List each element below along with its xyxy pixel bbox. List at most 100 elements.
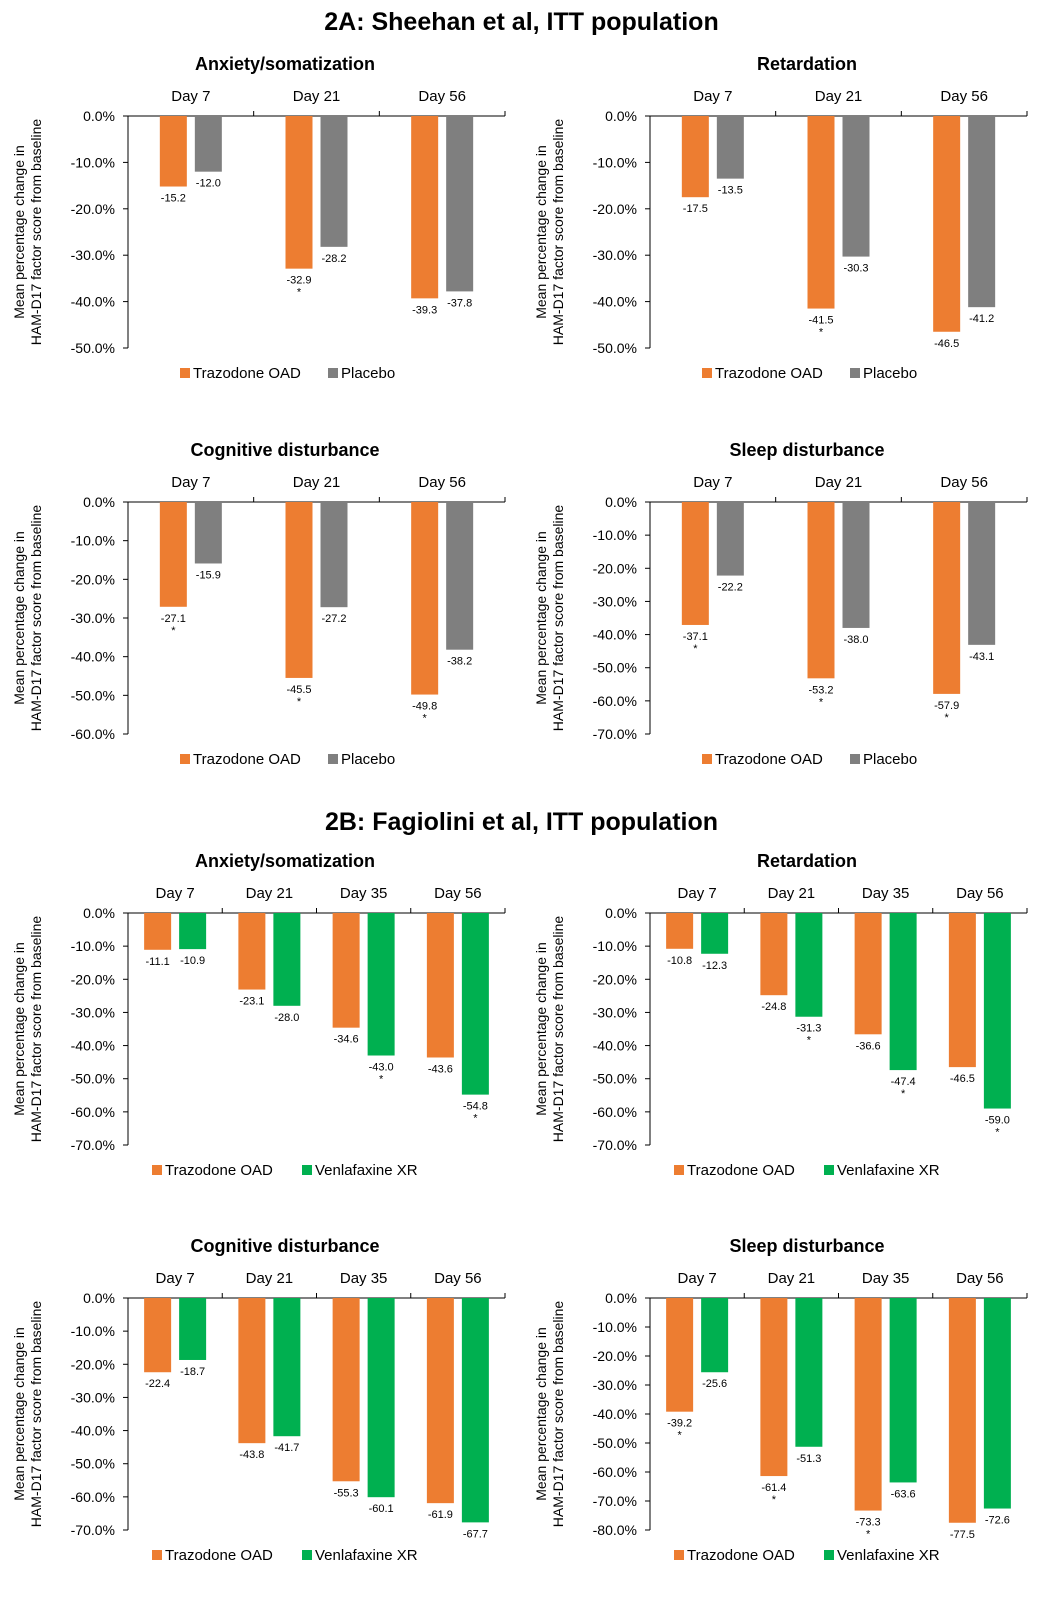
bar-venlafaxine-xr (983, 913, 1011, 1109)
legend-label: Venlafaxine XR (837, 1547, 940, 1564)
bar-trazodone-oad (760, 1298, 788, 1477)
significance-marker: * (473, 1113, 478, 1125)
significance-marker: * (423, 713, 428, 725)
chart-2b-sleep-disturbance: Sleep disturbance Mean percentage change … (522, 1230, 1037, 1600)
data-label: -72.6 (985, 1515, 1010, 1527)
y-tick-label: -20.0% (71, 971, 115, 987)
y-tick-label: -20.0% (593, 560, 637, 576)
y-tick-label: -50.0% (71, 1456, 115, 1472)
legend-swatch-venlafaxine-xr (302, 1165, 312, 1175)
category-label: Day 21 (768, 1270, 816, 1287)
y-tick-label: -30.0% (593, 593, 637, 609)
data-label: -46.5 (934, 338, 959, 350)
y-tick-label: -10.0% (593, 938, 637, 954)
y-axis-label-line-2: HAM-D17 factor score from baseline (28, 1301, 44, 1528)
legend-label: Venlafaxine XR (315, 1162, 418, 1179)
bar-venlafaxine-xr (461, 1298, 489, 1523)
y-tick-label: -30.0% (593, 247, 637, 263)
chart-title: Sleep disturbance (729, 440, 884, 460)
category-label: Day 35 (862, 1270, 910, 1287)
y-tick-label: -30.0% (71, 1004, 115, 1020)
y-tick-label: -40.0% (593, 294, 637, 310)
y-axis-label-line-1: Mean percentage change in (11, 942, 27, 1116)
data-label: -43.8 (239, 1449, 264, 1461)
bar-trazodone-oad (426, 1298, 454, 1504)
chart-svg: Cognitive disturbance Mean percentage cha… (11, 440, 506, 768)
data-label: -13.5 (718, 185, 743, 197)
significance-marker: * (677, 1430, 682, 1442)
y-tick-label: -30.0% (71, 610, 115, 626)
bar-placebo (716, 502, 744, 576)
bar-placebo (194, 116, 222, 172)
y-tick-label: 0.0% (83, 108, 115, 124)
bar-trazodone-oad (159, 502, 187, 607)
y-tick-label: -60.0% (593, 693, 637, 709)
chart-2a-sleep-disturbance: Sleep disturbance Mean percentage change … (522, 434, 1037, 804)
legend-label: Trazodone OAD (193, 751, 301, 768)
bar-trazodone-oad (681, 502, 709, 625)
chart-svg: Anxiety/somatization Mean percentage chan… (11, 54, 506, 382)
data-label: -28.0 (274, 1012, 299, 1024)
data-label: -27.1 (161, 613, 186, 625)
y-axis-label-line-2: HAM-D17 factor score from baseline (550, 505, 566, 732)
y-tick-label: -40.0% (71, 1423, 115, 1439)
y-tick-label: -60.0% (71, 1104, 115, 1120)
legend-swatch-placebo (850, 368, 860, 378)
chart-2b-cognitive-disturbance: Cognitive disturbance Mean percentage cha… (0, 1230, 515, 1600)
significance-marker: * (693, 643, 698, 655)
legend-label: Trazodone OAD (687, 1547, 795, 1564)
y-tick-label: -10.0% (71, 154, 115, 170)
y-tick-label: -50.0% (593, 660, 637, 676)
bar-trazodone-oad (948, 1298, 976, 1523)
y-tick-label: -70.0% (593, 1493, 637, 1509)
category-label: Day 7 (156, 1270, 195, 1287)
data-label: -39.2 (667, 1418, 692, 1430)
data-label: -63.6 (891, 1488, 916, 1500)
legend-swatch-trazodone-oad (180, 754, 190, 764)
chart-2b-anxiety-somatization: Anxiety/somatization Mean percentage chan… (0, 845, 515, 1215)
category-label: Day 21 (815, 88, 863, 105)
data-label: -22.2 (718, 582, 743, 594)
bar-venlafaxine-xr (273, 913, 301, 1006)
data-label: -55.3 (334, 1487, 359, 1499)
chart-title: Sleep disturbance (729, 1236, 884, 1256)
y-axis-label: Mean percentage change inHAM-D17 factor … (533, 505, 566, 732)
y-tick-label: -40.0% (71, 294, 115, 310)
data-label: -30.3 (843, 263, 868, 275)
chart-2b-retardation: Retardation Mean percentage change inHAM-… (522, 845, 1037, 1215)
legend-label: Placebo (341, 365, 395, 382)
y-axis-label-line-1: Mean percentage change in (533, 531, 549, 705)
bar-trazodone-oad (854, 913, 882, 1035)
bar-trazodone-oad (948, 913, 976, 1068)
bar-placebo (446, 502, 474, 650)
category-label: Day 35 (340, 885, 388, 902)
category-label: Day 7 (693, 88, 732, 105)
data-label: -41.7 (274, 1442, 299, 1454)
y-tick-label: -40.0% (593, 627, 637, 643)
significance-marker: * (807, 1035, 812, 1047)
legend-label: Trazodone OAD (687, 1162, 795, 1179)
chart-2a-cognitive-disturbance: Cognitive disturbance Mean percentage cha… (0, 434, 515, 804)
y-tick-label: -20.0% (71, 201, 115, 217)
legend-swatch-trazodone-oad (702, 368, 712, 378)
bar-trazodone-oad (933, 502, 961, 694)
y-axis-label-line-2: HAM-D17 factor score from baseline (28, 505, 44, 732)
y-axis-label: Mean percentage change inHAM-D17 factor … (11, 505, 44, 732)
category-label: Day 7 (693, 474, 732, 491)
data-label: -27.2 (321, 613, 346, 625)
legend-label: Placebo (863, 365, 917, 382)
bar-placebo (842, 502, 870, 628)
legend-swatch-trazodone-oad (674, 1550, 684, 1560)
y-tick-label: -20.0% (71, 571, 115, 587)
data-label: -47.4 (891, 1076, 916, 1088)
legend-swatch-trazodone-oad (702, 754, 712, 764)
chart-2a-anxiety-somatization: Anxiety/somatization Mean percentage chan… (0, 48, 515, 418)
legend-label: Trazodone OAD (165, 1547, 273, 1564)
category-label: Day 56 (956, 885, 1004, 902)
legend-label: Placebo (863, 751, 917, 768)
data-label: -10.9 (180, 955, 205, 967)
legend-swatch-placebo (328, 754, 338, 764)
y-tick-label: -70.0% (593, 726, 637, 742)
bar-trazodone-oad (666, 1298, 694, 1412)
bar-trazodone-oad (411, 116, 439, 299)
